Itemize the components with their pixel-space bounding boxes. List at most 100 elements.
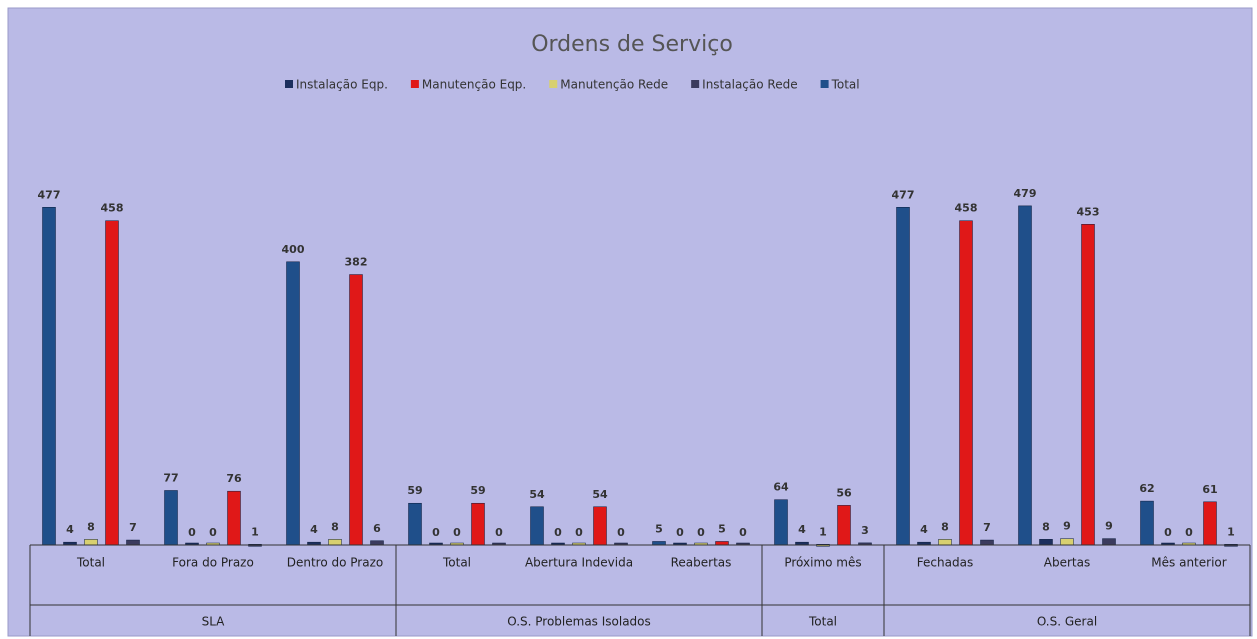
bar — [84, 539, 98, 546]
value-label: 4 — [920, 523, 928, 536]
bar — [1203, 501, 1217, 546]
value-label: 0 — [1164, 526, 1172, 539]
value-label: 77 — [163, 471, 178, 484]
value-label: 61 — [1202, 483, 1217, 496]
group-label: SLA — [202, 615, 226, 629]
bar — [959, 220, 973, 546]
value-label: 7 — [983, 521, 991, 534]
bar — [715, 541, 729, 546]
category-label: Dentro do Prazo — [287, 556, 384, 570]
bar — [408, 502, 422, 546]
value-label: 56 — [836, 486, 852, 499]
legend-swatch — [549, 80, 558, 88]
bar — [42, 207, 56, 546]
bar — [938, 539, 952, 546]
legend-swatch — [691, 80, 700, 88]
bar — [593, 506, 607, 546]
value-label: 0 — [453, 526, 461, 539]
value-label: 479 — [1014, 187, 1037, 200]
legend-swatch — [285, 80, 293, 88]
legend-label: Total — [831, 78, 860, 92]
bar — [105, 220, 119, 546]
value-label: 1 — [819, 525, 827, 538]
legend-label: Instalação Eqp. — [296, 78, 388, 92]
value-label: 477 — [892, 188, 915, 201]
value-label: 9 — [1063, 520, 1071, 533]
value-label: 382 — [345, 256, 368, 269]
value-label: 1 — [251, 525, 259, 538]
bar — [837, 505, 851, 546]
value-label: 8 — [331, 520, 339, 533]
legend-swatch — [820, 80, 829, 88]
category-label: Abertura Indevida — [525, 556, 633, 570]
value-label: 3 — [861, 524, 869, 537]
category-label: Mês anterior — [1151, 556, 1226, 570]
value-label: 5 — [718, 522, 726, 535]
category-label: Abertas — [1044, 556, 1090, 570]
value-label: 0 — [554, 526, 562, 539]
category-label: Total — [76, 556, 105, 570]
value-label: 0 — [209, 526, 217, 539]
value-label: 0 — [739, 526, 747, 539]
bar — [1018, 205, 1032, 546]
value-label: 0 — [575, 526, 583, 539]
bar — [286, 261, 300, 546]
value-label: 8 — [87, 520, 95, 533]
bar — [980, 539, 994, 546]
bar — [896, 207, 910, 546]
value-label: 458 — [955, 202, 978, 215]
bar — [1102, 538, 1116, 546]
value-label: 0 — [432, 526, 440, 539]
bar — [652, 541, 666, 546]
bar — [530, 506, 544, 546]
value-label: 59 — [407, 484, 422, 497]
bar — [370, 540, 384, 546]
value-label: 62 — [1139, 482, 1154, 495]
chart-title: Ordens de Serviço — [531, 32, 733, 57]
legend-label: Manutenção Rede — [560, 78, 668, 92]
category-label: Fora do Prazo — [172, 556, 254, 570]
value-label: 8 — [1042, 520, 1050, 533]
category-label: Reabertas — [671, 556, 732, 570]
bar — [164, 490, 178, 546]
value-label: 0 — [1185, 526, 1193, 539]
value-label: 64 — [773, 481, 789, 494]
bar — [227, 490, 241, 546]
value-label: 0 — [495, 526, 503, 539]
bar — [328, 539, 342, 546]
value-label: 477 — [38, 188, 61, 201]
group-label: O.S. Geral — [1037, 615, 1097, 629]
value-label: 4 — [798, 523, 806, 536]
group-label: Total — [808, 615, 837, 629]
value-label: 54 — [592, 488, 608, 501]
value-label: 59 — [470, 484, 485, 497]
category-label: Fechadas — [917, 556, 973, 570]
bar — [774, 499, 788, 546]
group-label: O.S. Problemas Isolados — [507, 615, 651, 629]
value-label: 458 — [101, 202, 124, 215]
bar — [126, 539, 140, 546]
value-label: 9 — [1105, 520, 1113, 533]
value-label: 5 — [655, 522, 663, 535]
bar — [349, 274, 363, 546]
value-label: 453 — [1077, 205, 1100, 218]
category-label: Próximo mês — [784, 556, 861, 570]
value-label: 0 — [188, 526, 196, 539]
bar — [1140, 500, 1154, 546]
value-label: 0 — [617, 526, 625, 539]
value-label: 0 — [697, 526, 705, 539]
value-label: 1 — [1227, 525, 1235, 538]
value-label: 8 — [941, 520, 949, 533]
value-label: 0 — [676, 526, 684, 539]
chart-background — [7, 7, 1253, 637]
legend-label: Instalação Rede — [702, 78, 797, 92]
value-label: 4 — [310, 523, 318, 536]
bar — [1081, 224, 1095, 546]
bar — [471, 502, 485, 546]
value-label: 7 — [129, 521, 137, 534]
legend-label: Manutenção Eqp. — [422, 78, 526, 92]
bar — [1039, 539, 1053, 546]
value-label: 76 — [226, 472, 242, 485]
value-label: 54 — [529, 488, 545, 501]
